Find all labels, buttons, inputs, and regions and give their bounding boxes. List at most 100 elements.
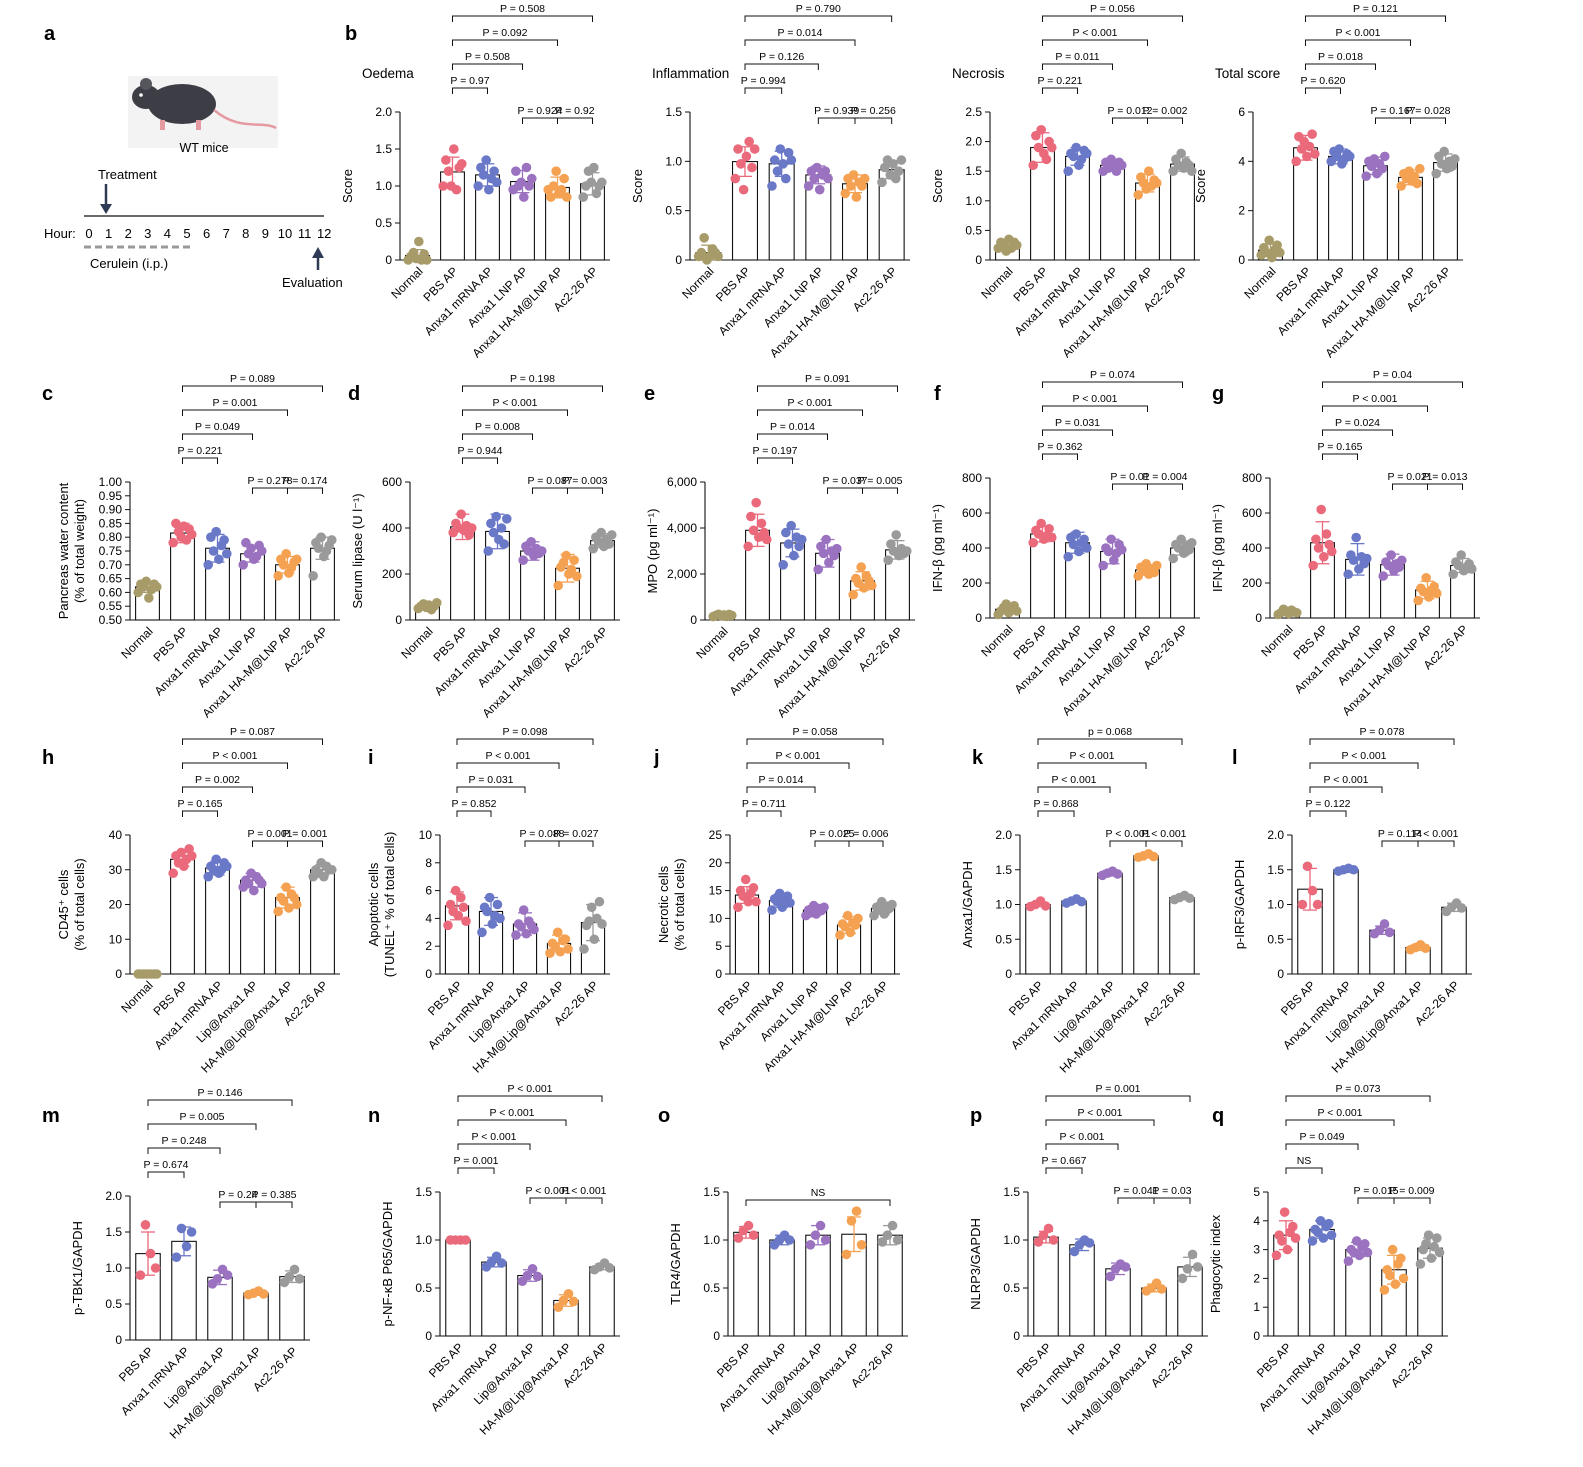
p-value-label: P = 0.126 xyxy=(759,51,804,63)
data-point xyxy=(1071,142,1081,153)
significance-bracket xyxy=(456,786,526,793)
y-axis-label-line2: (% of total cells) xyxy=(672,858,687,950)
data-point xyxy=(256,546,267,556)
data-point xyxy=(785,898,795,908)
y-tick-label: 1.5 xyxy=(415,1185,432,1199)
p-value-label: P = 0.04 xyxy=(1373,369,1412,381)
y-tick-label: 600 xyxy=(382,475,402,489)
data-point xyxy=(859,173,870,184)
significance-bracket xyxy=(1285,1095,1431,1102)
significance-bracket xyxy=(452,87,488,94)
significance-bracket xyxy=(862,487,898,494)
data-point xyxy=(168,537,179,548)
data-point xyxy=(1432,1233,1442,1243)
y-tick-label: 0 xyxy=(1238,253,1245,267)
x-tick-label: Normal xyxy=(118,624,155,661)
data-point xyxy=(1112,869,1123,879)
evaluation-label: Evaluation xyxy=(282,275,343,290)
panel-label-a: a xyxy=(44,23,56,45)
significance-bracket xyxy=(1042,453,1078,460)
data-point xyxy=(1316,504,1326,515)
significance-bracket xyxy=(745,1199,891,1206)
data-point xyxy=(783,539,794,549)
p-value-label: P = 0.002 xyxy=(1142,105,1187,117)
panel-label-l: l xyxy=(1232,747,1238,769)
data-point xyxy=(1348,555,1359,566)
data-point xyxy=(820,166,831,176)
data-point xyxy=(140,1220,151,1230)
p-value-label: P = 0.028 xyxy=(1405,105,1450,117)
data-point xyxy=(901,546,912,556)
p-value-label: P = 0.001 xyxy=(453,1155,498,1167)
data-point xyxy=(606,530,617,540)
data-point xyxy=(456,159,467,169)
data-point xyxy=(491,511,501,522)
y-axis-label: p-NF-κB P65/GAPDH xyxy=(380,1202,395,1327)
significance-bracket xyxy=(1153,1197,1191,1204)
p-value-label: P = 0.198 xyxy=(510,373,555,385)
significance-bracket xyxy=(1305,87,1341,94)
significance-bracket xyxy=(757,433,828,440)
data-point xyxy=(740,874,751,885)
y-tick-label: 0 xyxy=(385,253,392,267)
data-point xyxy=(171,1252,182,1262)
data-point xyxy=(441,155,451,165)
p-value-label: P < 0.001 xyxy=(489,1107,534,1119)
p-value-label: P = 0.924 xyxy=(517,105,562,117)
significance-bracket xyxy=(565,1197,603,1204)
data-point xyxy=(748,1230,759,1240)
data-point xyxy=(1036,518,1046,529)
significance-bracket xyxy=(182,385,323,392)
data-point xyxy=(481,155,491,165)
data-point xyxy=(1156,1284,1167,1294)
data-point xyxy=(743,896,754,907)
p-value-label: P < 0.001 xyxy=(787,397,832,409)
p-value-label: P = 0.278 xyxy=(247,475,292,487)
data-point xyxy=(824,557,834,568)
treatment-arrow-head xyxy=(100,204,112,214)
x-tick-label: Normal xyxy=(679,264,716,301)
data-point xyxy=(597,919,607,929)
p-value-label: P = 0.087 xyxy=(230,726,275,738)
y-tick-label: 0 xyxy=(115,1333,122,1347)
data-point xyxy=(501,514,512,524)
data-point xyxy=(1011,240,1022,250)
bar xyxy=(589,1266,615,1337)
p-value-label: P = 0.165 xyxy=(177,798,222,810)
y-tick-label: 0.75 xyxy=(99,544,123,558)
data-point xyxy=(308,571,319,581)
p-value-label: P = 0.049 xyxy=(1299,1131,1344,1143)
data-point xyxy=(476,162,486,173)
data-point xyxy=(460,1235,471,1245)
significance-bracket xyxy=(558,840,594,847)
significance-bracket xyxy=(252,840,288,847)
panel-label-i: i xyxy=(368,747,374,769)
data-point xyxy=(458,902,469,913)
data-point xyxy=(212,1274,223,1284)
data-point xyxy=(1449,154,1460,164)
data-point xyxy=(186,529,197,540)
data-point xyxy=(141,576,151,587)
significance-bracket xyxy=(1309,786,1383,793)
y-tick-label: 15 xyxy=(709,884,723,898)
data-point xyxy=(326,864,337,875)
p-value-label: P = 0.018 xyxy=(1318,51,1363,63)
y-axis-label: Anxa1/GAPDH xyxy=(960,861,975,948)
y-tick-label: 0.5 xyxy=(1267,932,1284,946)
data-point xyxy=(1290,1233,1301,1243)
data-point xyxy=(1267,252,1277,263)
significance-bracket xyxy=(457,1167,495,1174)
significance-bracket xyxy=(452,15,593,22)
data-point xyxy=(769,155,780,165)
data-point xyxy=(778,159,788,169)
data-point xyxy=(186,1227,197,1237)
data-point xyxy=(1412,178,1422,189)
y-tick-label: 1.5 xyxy=(1003,1185,1020,1199)
data-point xyxy=(482,906,492,917)
data-point xyxy=(473,181,484,191)
data-point xyxy=(803,181,814,191)
y-tick-label: 0 xyxy=(425,967,432,981)
p-value-label: P = 0.008 xyxy=(475,421,520,433)
